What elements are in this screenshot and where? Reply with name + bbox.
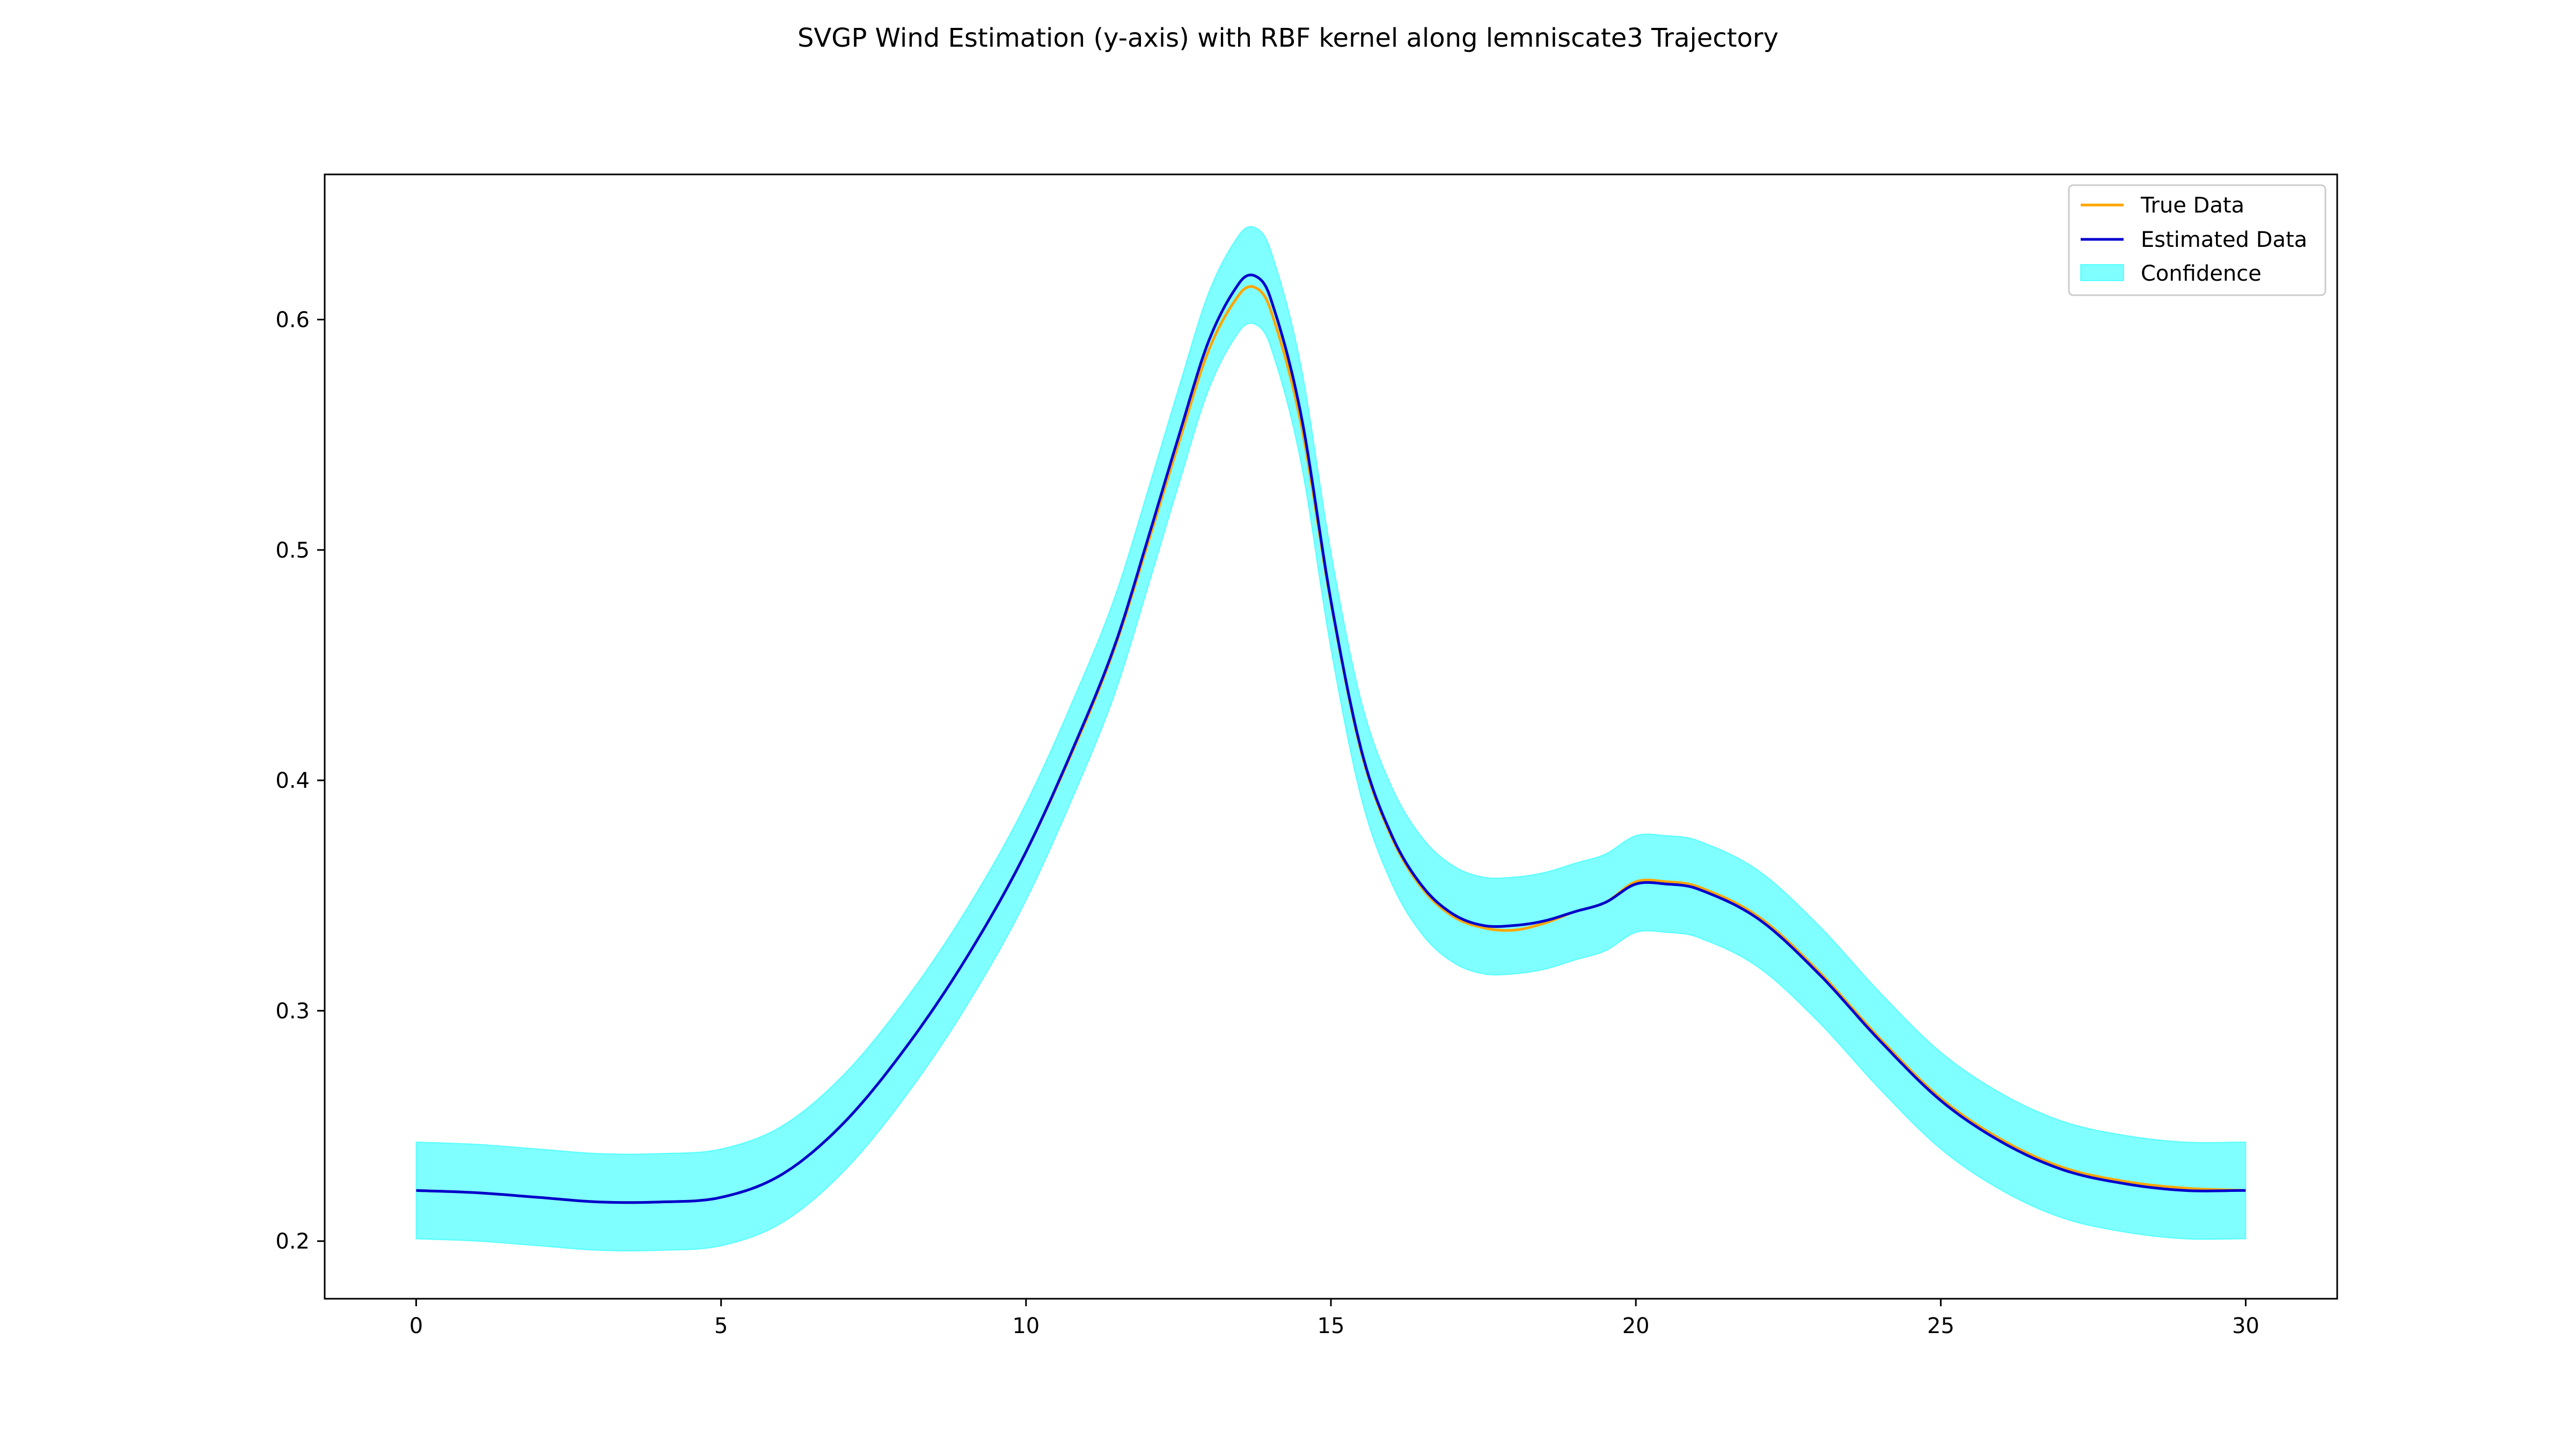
legend-box (2068, 184, 2326, 296)
confidence-band (415, 226, 2246, 1252)
legend: True Data Estimated Data Confidence (2068, 184, 2326, 296)
legend-label-confidence: Confidence (2141, 261, 2262, 286)
y-axis: 0.2 0.3 0.4 0.5 0.6 (275, 308, 325, 1254)
line-layer (416, 273, 2246, 1204)
legend-swatch-confidence (2080, 264, 2124, 281)
x-tick-label: 20 (1622, 1314, 1650, 1338)
y-tick-label: 0.6 (275, 308, 310, 332)
x-tick-label: 30 (2232, 1314, 2259, 1338)
x-tick-label: 0 (409, 1314, 423, 1338)
x-axis: 0 5 10 15 20 25 30 (409, 1299, 2259, 1338)
x-tick-label: 15 (1318, 1314, 1345, 1338)
confidence-band-layer (415, 226, 2246, 1252)
y-tick-label: 0.2 (275, 1230, 310, 1254)
x-tick-label: 10 (1012, 1314, 1040, 1338)
y-tick-label: 0.4 (275, 769, 310, 793)
x-tick-label: 25 (1927, 1314, 1955, 1338)
plot-area (415, 226, 2246, 1252)
legend-label-true-data: True Data (2140, 193, 2244, 218)
y-tick-label: 0.5 (275, 538, 310, 563)
legend-label-estimated-data: Estimated Data (2141, 228, 2307, 252)
y-tick-label: 0.3 (275, 999, 310, 1023)
estimated-data-line (416, 273, 2246, 1204)
chart-title: SVGP Wind Estimation (y-axis) with RBF k… (797, 23, 1779, 53)
x-tick-label: 5 (714, 1314, 728, 1338)
